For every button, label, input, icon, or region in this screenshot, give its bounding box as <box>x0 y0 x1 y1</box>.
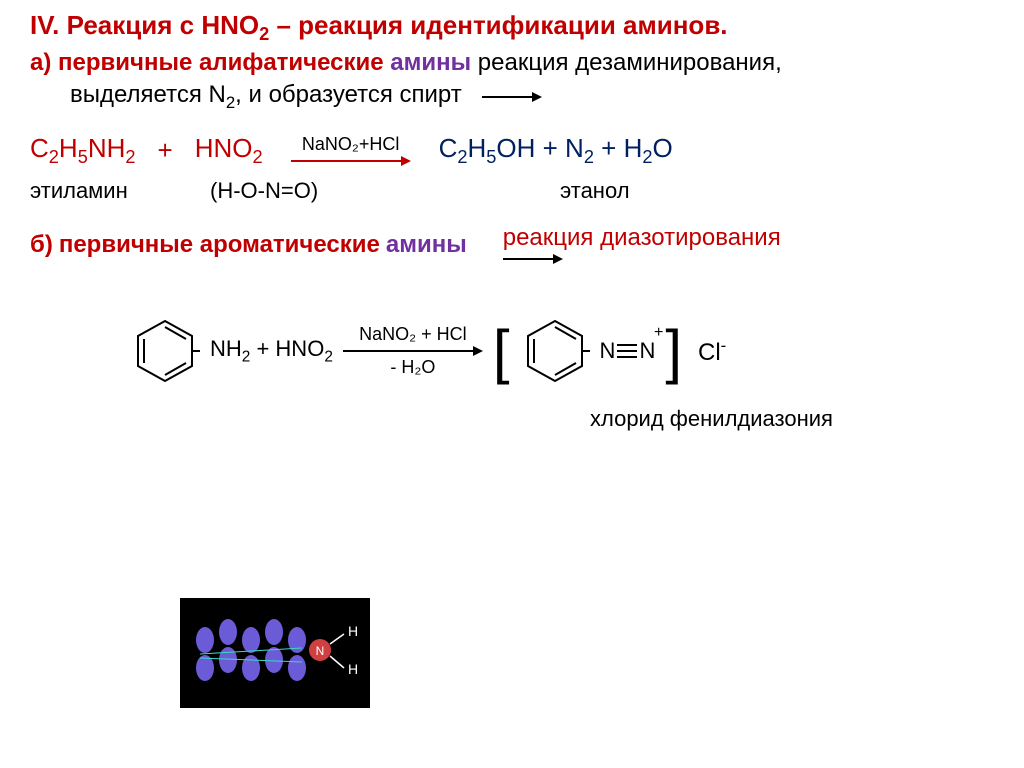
eq-arrow-block: NaNO₂+HCl <box>271 134 431 167</box>
arrow-icon <box>291 155 411 167</box>
label-ethylamine: этиламин <box>30 178 170 204</box>
title-numeral: IV. <box>30 10 59 40</box>
diazo-cond-bot: - H₂O <box>390 357 435 378</box>
a-label: а) <box>30 49 51 76</box>
arrow-icon <box>482 90 542 104</box>
bracket-left-icon: [ <box>493 317 510 386</box>
diazo-arrow: NaNO₂ + HCl - H₂O <box>343 324 483 378</box>
line-a: а) первичные алифатические амины реакция… <box>30 49 994 77</box>
diazo-lhs: NH2 + HNO2 <box>210 336 333 366</box>
line-b: б) первичные ароматические амины реакция… <box>30 224 994 266</box>
b-reaction: реакция диазотирования <box>503 224 781 266</box>
diazo-n-plus: N + <box>639 338 655 364</box>
a2-text: выделяется N2, и образуется спирт <box>70 81 462 113</box>
bracket-right-icon: ] <box>665 317 682 386</box>
eq-condition: NaNO₂+HCl <box>302 134 400 155</box>
b-seg2: амины <box>386 231 497 259</box>
benzene-ring-icon <box>130 316 200 386</box>
svg-text:N: N <box>316 644 325 658</box>
svg-text:H: H <box>348 661 358 677</box>
product-name: хлорид фенилдиазония <box>590 406 994 432</box>
arrow-icon <box>503 252 563 266</box>
benzene-ring-icon <box>520 316 590 386</box>
title-text1: Реакция с HNO2 – реакция идентификации а… <box>67 10 728 40</box>
a-seg2: амины <box>390 49 471 76</box>
orbital-diagram: N H H <box>180 598 370 708</box>
line-a2: выделяется N2, и образуется спирт <box>30 81 994 113</box>
compound-labels: этиламин (H-O-N=O) этанол <box>30 178 994 204</box>
diazo-scheme: NH2 + HNO2 NaNO₂ + HCl - H₂O [ N N + ] C… <box>130 316 994 386</box>
diazo-cond-top: NaNO₂ + HCl <box>359 324 467 345</box>
a-seg3: реакция дезаминирования, <box>471 49 782 76</box>
a-seg1: первичные алифатические <box>58 49 390 76</box>
eq-hno2: HNO2 <box>195 133 263 168</box>
orbital-svg-icon: N H H <box>180 598 370 708</box>
label-ethanol: этанол <box>430 178 630 204</box>
reaction-equation: C2H5NH2 + HNO2 NaNO₂+HCl C2H5OH + N2 + H… <box>30 133 994 168</box>
label-hono: (H-O-N=O) <box>180 178 420 204</box>
section-title: IV. Реакция с HNO2 – реакция идентификац… <box>30 10 994 45</box>
eq-lhs: C2H5NH2 <box>30 133 136 168</box>
b-label: б) <box>30 231 53 259</box>
arrow-icon <box>343 345 483 357</box>
b-seg3: реакция диазотирования <box>503 224 781 252</box>
b-seg1: первичные ароматические <box>59 231 380 259</box>
triple-bond-icon <box>615 341 639 361</box>
svg-text:H: H <box>348 623 358 639</box>
diazo-nn: N N + <box>600 338 656 364</box>
eq-plus: + <box>144 135 187 166</box>
diazo-cl: Cl- <box>692 336 726 367</box>
eq-rhs: C2H5OH + N2 + H2O <box>439 133 673 168</box>
